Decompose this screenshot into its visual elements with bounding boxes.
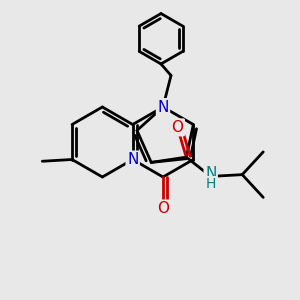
Text: N: N <box>205 166 216 181</box>
Text: N: N <box>127 152 138 167</box>
Text: H: H <box>206 177 216 191</box>
Text: O: O <box>157 201 169 216</box>
Text: N: N <box>157 100 169 115</box>
Text: O: O <box>172 120 184 135</box>
